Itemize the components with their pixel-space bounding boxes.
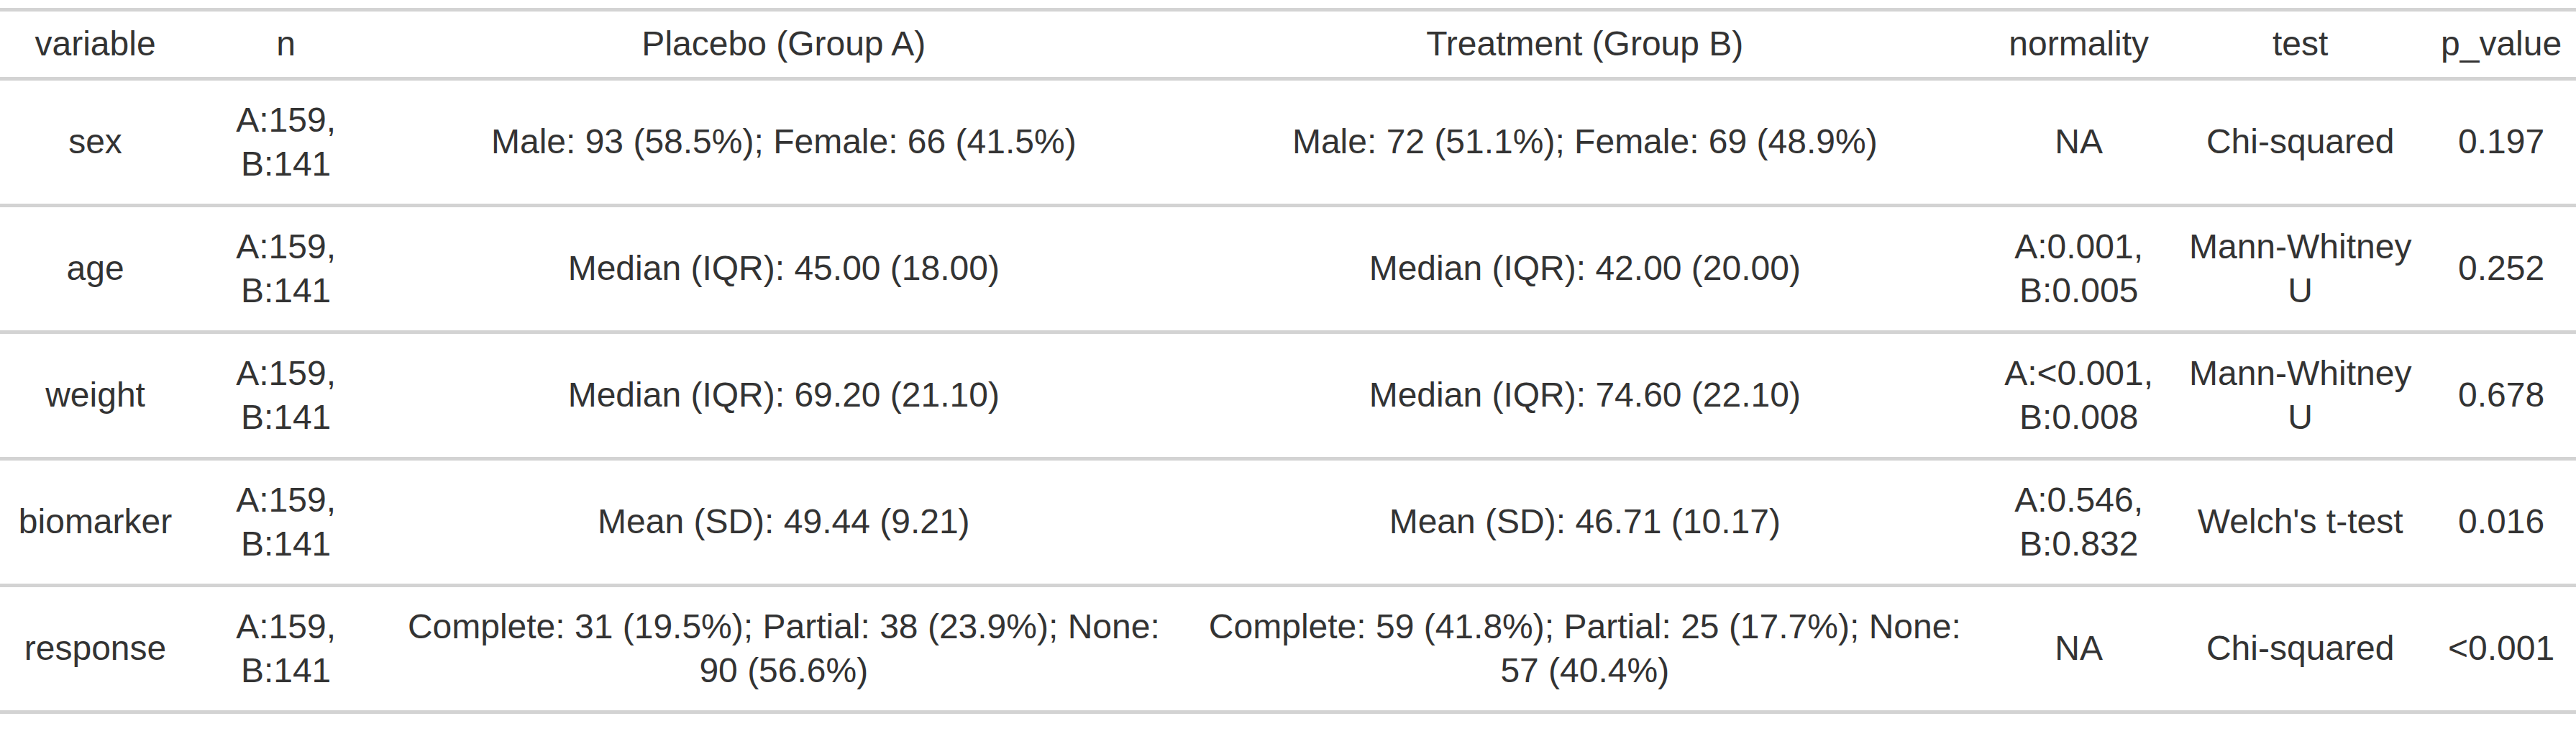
cell-test: Welch's t-test	[2174, 459, 2426, 586]
cell-n: A:159, B:141	[191, 206, 381, 332]
cell-normality: A:0.001, B:0.005	[1983, 206, 2174, 332]
table-row-sex: sex A:159, B:141 Male: 93 (58.5%); Femal…	[0, 79, 2576, 206]
cell-normality: A:<0.001, B:0.008	[1983, 332, 2174, 459]
table-row-age: age A:159, B:141 Median (IQR): 45.00 (18…	[0, 206, 2576, 332]
cell-placebo: Mean (SD): 49.44 (9.21)	[381, 459, 1186, 586]
cell-variable: age	[0, 206, 191, 332]
cell-n: A:159, B:141	[191, 332, 381, 459]
cell-test: Mann-Whitney U	[2174, 206, 2426, 332]
table-row-biomarker: biomarker A:159, B:141 Mean (SD): 49.44 …	[0, 459, 2576, 586]
cell-p-value: 0.678	[2426, 332, 2576, 459]
cell-variable: biomarker	[0, 459, 191, 586]
cell-n: A:159, B:141	[191, 459, 381, 586]
cell-treatment: Complete: 59 (41.8%); Partial: 25 (17.7%…	[1186, 586, 1983, 712]
col-header-test: test	[2174, 10, 2426, 79]
statistical-summary-table: variable n Placebo (Group A) Treatment (…	[0, 8, 2576, 714]
cell-treatment: Mean (SD): 46.71 (10.17)	[1186, 459, 1983, 586]
cell-normality: A:0.546, B:0.832	[1983, 459, 2174, 586]
cell-p-value: 0.016	[2426, 459, 2576, 586]
cell-placebo: Complete: 31 (19.5%); Partial: 38 (23.9%…	[381, 586, 1186, 712]
cell-p-value: <0.001	[2426, 586, 2576, 712]
cell-treatment: Median (IQR): 74.60 (22.10)	[1186, 332, 1983, 459]
cell-test: Chi-squared	[2174, 586, 2426, 712]
cell-treatment: Male: 72 (51.1%); Female: 69 (48.9%)	[1186, 79, 1983, 206]
cell-variable: weight	[0, 332, 191, 459]
cell-placebo: Male: 93 (58.5%); Female: 66 (41.5%)	[381, 79, 1186, 206]
col-header-treatment: Treatment (Group B)	[1186, 10, 1983, 79]
cell-treatment: Median (IQR): 42.00 (20.00)	[1186, 206, 1983, 332]
cell-p-value: 0.252	[2426, 206, 2576, 332]
col-header-n: n	[191, 10, 381, 79]
cell-p-value: 0.197	[2426, 79, 2576, 206]
cell-variable: response	[0, 586, 191, 712]
cell-placebo: Median (IQR): 45.00 (18.00)	[381, 206, 1186, 332]
cell-test: Mann-Whitney U	[2174, 332, 2426, 459]
cell-placebo: Median (IQR): 69.20 (21.10)	[381, 332, 1186, 459]
header-row: variable n Placebo (Group A) Treatment (…	[0, 10, 2576, 79]
statistical-summary-table-container: variable n Placebo (Group A) Treatment (…	[0, 0, 2576, 714]
cell-variable: sex	[0, 79, 191, 206]
table-row-response: response A:159, B:141 Complete: 31 (19.5…	[0, 586, 2576, 712]
cell-normality: NA	[1983, 79, 2174, 206]
cell-n: A:159, B:141	[191, 79, 381, 206]
col-header-p-value: p_value	[2426, 10, 2576, 79]
cell-n: A:159, B:141	[191, 586, 381, 712]
cell-normality: NA	[1983, 586, 2174, 712]
col-header-variable: variable	[0, 10, 191, 79]
col-header-placebo: Placebo (Group A)	[381, 10, 1186, 79]
col-header-normality: normality	[1983, 10, 2174, 79]
table-row-weight: weight A:159, B:141 Median (IQR): 69.20 …	[0, 332, 2576, 459]
cell-test: Chi-squared	[2174, 79, 2426, 206]
